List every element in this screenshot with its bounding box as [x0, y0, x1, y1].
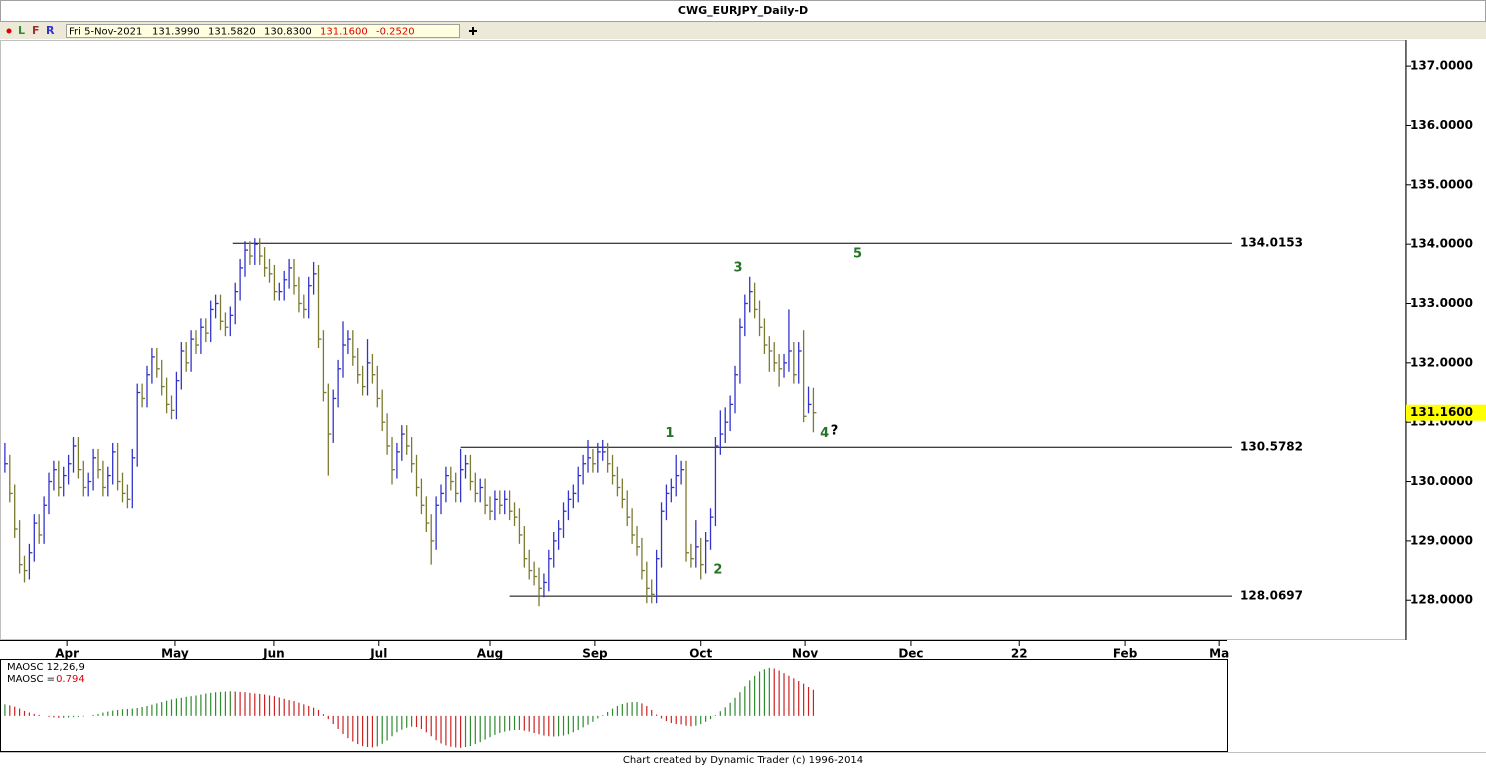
quote-field: [66, 24, 460, 38]
last-price-label: 131.1600: [1410, 405, 1473, 419]
x-tick-label: Feb: [1113, 647, 1138, 661]
x-tick-label: Oct: [689, 647, 712, 661]
oscillator-panel: [0, 659, 1228, 752]
y-tick-label: 128.0000: [1410, 593, 1473, 607]
wave-label: 1: [665, 426, 674, 441]
x-tick-label: May: [161, 647, 189, 661]
y-tick-label: 132.0000: [1410, 355, 1473, 369]
plot-layer: 128.0000129.0000130.0000131.0000132.0000…: [4, 59, 1486, 748]
toolbar-button[interactable]: R: [46, 24, 55, 37]
quote-high: 131.5820: [208, 27, 256, 38]
x-tick-label: 22: [1011, 647, 1028, 661]
y-tick-label: 136.0000: [1410, 118, 1473, 132]
y-tick-label: 133.0000: [1410, 296, 1473, 310]
x-tick-label: Apr: [55, 647, 79, 661]
y-tick-label: 135.0000: [1410, 177, 1473, 191]
level-label: 134.0153: [1240, 236, 1303, 250]
y-tick-label: 129.0000: [1410, 533, 1473, 547]
level-label: 130.5782: [1240, 440, 1303, 454]
quote-change: -0.2520: [376, 27, 415, 38]
level-label: 128.0697: [1240, 589, 1303, 603]
last-price-box: [1406, 404, 1486, 421]
window-title: CWG_EURJPY_Daily-D: [678, 4, 808, 17]
y-tick-label: 137.0000: [1410, 59, 1473, 73]
record-icon[interactable]: [6, 28, 12, 34]
x-tick-label: Jun: [262, 647, 285, 661]
wave-label: 3: [733, 260, 742, 275]
toolbar-button[interactable]: F: [32, 24, 40, 37]
wave-label: 5: [853, 247, 862, 262]
wave-label: 4: [820, 426, 829, 441]
add-button[interactable]: [469, 27, 477, 35]
x-tick-label: Jul: [369, 647, 387, 661]
oscillator-title: MAOSC 12,26,9: [7, 662, 85, 673]
x-tick-label: Sep: [582, 647, 608, 661]
quote-open: 131.3990: [152, 27, 200, 38]
y-tick-label: 134.0000: [1410, 237, 1473, 251]
wave-label: 2: [713, 562, 722, 577]
x-tick-label: Aug: [477, 647, 503, 661]
x-tick-label: Ma: [1209, 647, 1229, 661]
footer: Chart created by Dynamic Trader (c) 1996…: [623, 755, 863, 766]
y-tick-label: 130.0000: [1410, 474, 1473, 488]
x-tick-label: Nov: [792, 647, 818, 661]
quote-date: Fri 5-Nov-2021: [69, 27, 142, 38]
oscillator-value-title: MAOSC =: [7, 674, 55, 685]
quote-low: 130.8300: [264, 27, 312, 38]
quote-close: 131.1600: [320, 27, 368, 38]
wave-label: ?: [831, 424, 839, 439]
oscillator-last: 0.794: [56, 674, 85, 685]
x-tick-label: Dec: [898, 647, 923, 661]
toolbar-button[interactable]: L: [18, 24, 25, 37]
